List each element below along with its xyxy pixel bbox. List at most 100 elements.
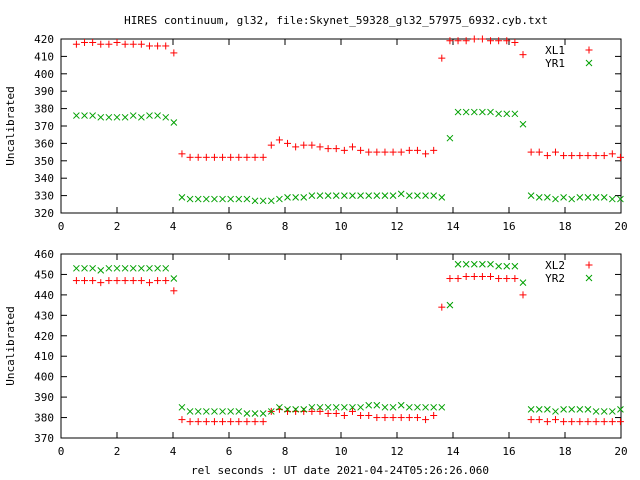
legend-marker [585, 59, 593, 67]
legend-marker [585, 274, 593, 282]
data-point [487, 37, 495, 45]
data-point [154, 42, 162, 50]
series-xl1 [72, 35, 624, 161]
data-point [113, 38, 121, 46]
data-point [259, 153, 267, 161]
data-point [113, 113, 121, 121]
data-point [194, 408, 202, 415]
y-tick-label: 410 [34, 350, 54, 363]
data-point [543, 418, 551, 426]
data-point [511, 262, 519, 270]
data-point [348, 407, 356, 415]
data-point [405, 414, 413, 422]
data-point [357, 403, 364, 411]
data-point [495, 275, 503, 283]
data-point [129, 40, 137, 48]
data-point [170, 287, 178, 295]
data-point [138, 113, 145, 121]
data-point [373, 192, 381, 199]
data-point [568, 418, 576, 426]
y-tick-label: 380 [34, 103, 54, 116]
data-point [178, 193, 186, 201]
data-point [535, 193, 543, 201]
data-point [413, 414, 421, 422]
data-point [292, 143, 300, 151]
x-tick-label: 20 [614, 220, 627, 233]
data-point [154, 277, 162, 285]
data-point [316, 192, 324, 199]
data-point [454, 275, 462, 283]
data-point [105, 277, 113, 285]
data-point [470, 272, 478, 280]
data-point [292, 406, 299, 413]
data-point [267, 197, 275, 205]
data-point [535, 416, 543, 424]
data-point [251, 410, 259, 417]
data-point [73, 264, 80, 272]
data-point [373, 401, 381, 409]
data-point [381, 403, 389, 411]
data-point [592, 152, 600, 160]
data-point [438, 303, 446, 311]
data-point [389, 148, 397, 156]
data-point [332, 409, 340, 417]
data-point [617, 406, 624, 413]
y-tick-label: 440 [34, 289, 54, 302]
data-point [576, 418, 584, 426]
data-point [89, 112, 96, 119]
y-tick-label: 320 [34, 207, 54, 220]
data-point [365, 148, 373, 156]
data-point [121, 113, 129, 121]
data-point [308, 403, 316, 411]
data-point [462, 108, 470, 116]
data-point [584, 152, 592, 160]
data-point [551, 148, 559, 156]
data-point [170, 275, 178, 282]
data-point [503, 110, 511, 118]
data-point [389, 403, 397, 411]
data-point [357, 412, 365, 420]
x-tick-label: 6 [226, 220, 233, 233]
data-point [194, 153, 202, 161]
data-point [487, 272, 495, 280]
data-point [89, 277, 97, 285]
data-point [584, 406, 592, 413]
data-point [527, 192, 535, 199]
data-point [267, 408, 275, 415]
y-tick-label: 380 [34, 412, 54, 425]
data-point [300, 193, 308, 201]
data-point [121, 264, 129, 272]
data-point [495, 262, 502, 270]
data-point [560, 406, 567, 413]
data-point [210, 153, 218, 161]
data-point [72, 277, 80, 285]
data-point [251, 197, 259, 205]
data-point [544, 193, 551, 201]
y-tick-label: 390 [34, 391, 54, 404]
legend-label: YR1 [545, 57, 565, 70]
x-tick-label: 14 [446, 220, 460, 233]
data-point [146, 264, 153, 272]
data-point [527, 416, 535, 424]
x-tick-label: 16 [502, 445, 515, 458]
data-point [446, 275, 454, 283]
data-point [446, 134, 454, 142]
data-point [405, 192, 413, 199]
data-point [592, 418, 600, 426]
data-point [129, 277, 137, 285]
data-point [422, 403, 429, 411]
data-point [105, 40, 113, 48]
y-tick-label: 370 [34, 432, 54, 445]
data-point [527, 406, 535, 413]
legend-label: XL2 [545, 259, 565, 272]
data-point [495, 37, 503, 45]
data-point [616, 153, 624, 161]
data-point [308, 141, 316, 149]
data-point [243, 410, 251, 417]
data-point [519, 120, 527, 128]
y-tick-label: 430 [34, 309, 54, 322]
data-point [316, 407, 324, 415]
data-point [576, 406, 584, 413]
data-point [72, 40, 80, 48]
data-point [357, 146, 365, 154]
